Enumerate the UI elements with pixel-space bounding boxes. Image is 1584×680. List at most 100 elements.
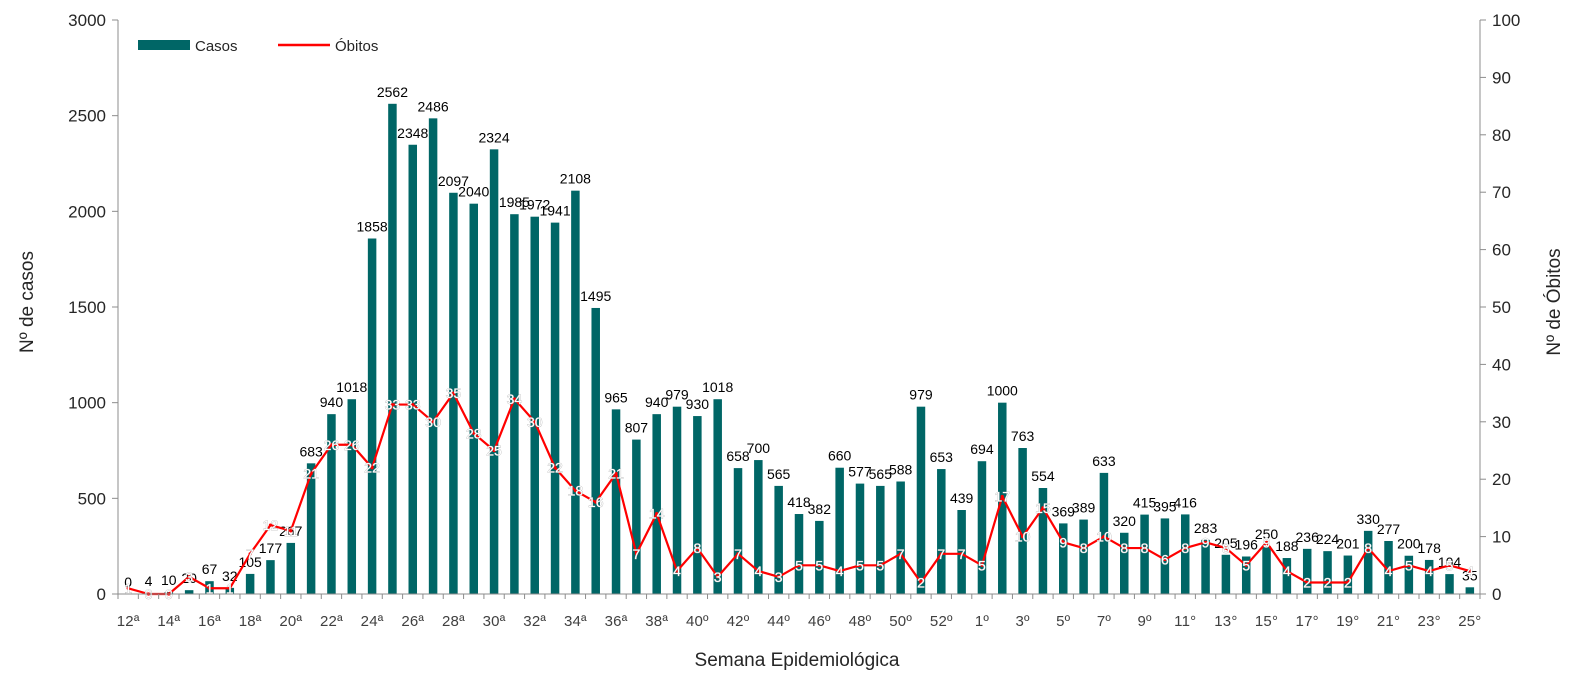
bar-label-casos-30: 658 (726, 448, 750, 464)
bar-casos-46 (1059, 523, 1068, 594)
y2-tick-label-4: 40 (1492, 355, 1511, 374)
point-label-obitos-32: 3 (775, 569, 783, 585)
bar-casos-12 (367, 238, 377, 594)
x-tick-label-1: 14ª (157, 613, 180, 630)
x-tick-label-25: 9º (1137, 613, 1152, 630)
x-tick-label-27: 13° (1214, 613, 1237, 630)
x-tick-label-2: 16ª (198, 613, 221, 630)
x-tick-label-22: 3º (1015, 613, 1030, 630)
bar-casos-65 (1445, 574, 1454, 594)
point-obitos-11 (350, 443, 354, 447)
bar-label-casos-22: 2108 (560, 171, 591, 187)
y-tick-label-2: 1000 (68, 394, 106, 413)
point-obitos-46 (1061, 540, 1065, 544)
point-obitos-21 (553, 466, 557, 470)
y-tick-label-4: 2000 (68, 202, 106, 221)
point-label-obitos-31: 4 (754, 563, 762, 579)
point-label-obitos-38: 7 (897, 546, 905, 562)
point-label-obitos-52: 8 (1181, 540, 1189, 556)
point-obitos-30 (736, 552, 740, 556)
bar-label-casos-45: 554 (1031, 468, 1055, 484)
bar-label-casos-55: 196 (1235, 537, 1259, 553)
point-label-obitos-42: 5 (978, 557, 986, 573)
bar-label-casos-16: 2097 (438, 173, 469, 189)
point-obitos-55 (1244, 563, 1248, 567)
point-label-obitos-29: 3 (714, 569, 722, 585)
bar-label-casos-43: 1000 (987, 383, 1018, 399)
bar-casos-62 (1384, 541, 1393, 594)
bar-label-casos-9: 683 (299, 443, 323, 459)
bar-label-casos-51: 395 (1153, 498, 1177, 514)
point-label-obitos-26: 14 (649, 506, 665, 522)
bar-casos-54 (1221, 554, 1231, 594)
point-obitos-42 (980, 563, 984, 567)
legend-swatch-casos (138, 40, 190, 50)
y-tick-label-6: 3000 (68, 11, 106, 30)
bar-casos-50 (1140, 514, 1149, 594)
point-label-obitos-28: 8 (693, 540, 701, 556)
point-label-obitos-41: 7 (958, 546, 966, 562)
point-obitos-5 (228, 586, 232, 590)
point-obitos-6 (248, 552, 252, 556)
point-label-obitos-63: 5 (1405, 557, 1413, 573)
bar-label-casos-35: 660 (828, 448, 852, 464)
point-obitos-32 (777, 575, 781, 579)
point-obitos-60 (1346, 580, 1350, 585)
bar-casos-20 (530, 216, 539, 594)
bar-casos-40 (937, 469, 946, 594)
x-tick-label-33: 25° (1458, 613, 1481, 630)
x-tick-label-15: 42º (727, 613, 750, 630)
point-label-obitos-56: 9 (1263, 534, 1271, 550)
bar-label-casos-56: 250 (1255, 526, 1279, 542)
bar-label-casos-31: 700 (747, 440, 771, 456)
point-label-obitos-24: 21 (608, 465, 624, 481)
x-tick-label-12: 36ª (605, 613, 628, 630)
bar-label-casos-23: 1495 (580, 288, 611, 304)
point-obitos-7 (268, 523, 273, 527)
bar-casos-52 (1180, 514, 1190, 594)
point-label-obitos-62: 4 (1385, 563, 1393, 579)
x-tick-label-24: 7º (1097, 613, 1112, 630)
bar-label-casos-1: 4 (145, 573, 153, 589)
bar-label-casos-25: 807 (625, 420, 649, 436)
bar-casos-15 (428, 118, 438, 594)
point-label-obitos-13: 33 (385, 397, 401, 413)
bar-casos-30 (733, 468, 743, 594)
point-obitos-29 (716, 575, 720, 579)
cases-data-labels: 0410206732105177267683940101818582562234… (124, 84, 1478, 590)
point-obitos-58 (1305, 580, 1309, 585)
bar-label-casos-60: 201 (1336, 536, 1360, 552)
bar-casos-11 (347, 399, 357, 594)
bar-label-casos-42: 694 (970, 441, 994, 457)
bar-label-casos-46: 369 (1052, 503, 1076, 519)
bar-label-casos-6: 105 (238, 554, 262, 570)
point-label-obitos-55: 5 (1242, 557, 1250, 573)
bar-casos-21 (550, 222, 560, 594)
bar-casos-10 (327, 414, 336, 594)
legend-label-casos: Casos (195, 38, 238, 55)
point-label-obitos-57: 4 (1283, 563, 1291, 579)
y2-tick-label-10: 100 (1492, 11, 1520, 30)
bar-casos-56 (1262, 546, 1271, 594)
bar-label-casos-29: 1018 (702, 379, 733, 395)
point-obitos-16 (451, 391, 456, 395)
point-obitos-63 (1407, 563, 1411, 567)
point-label-obitos-12: 22 (364, 460, 380, 476)
bar-casos-24 (611, 409, 621, 594)
point-label-obitos-64: 4 (1425, 563, 1433, 579)
y-tick-label-0: 0 (97, 585, 106, 604)
bar-label-casos-62: 277 (1377, 521, 1401, 537)
bar-casos-59 (1323, 551, 1332, 594)
bar-label-casos-18: 2324 (478, 129, 509, 145)
point-label-obitos-34: 5 (815, 557, 823, 573)
point-label-obitos-22: 18 (568, 483, 584, 499)
bar-label-casos-39: 979 (909, 387, 933, 403)
y-tick-label-5: 2500 (68, 107, 106, 126)
point-label-obitos-19: 34 (507, 391, 523, 407)
bar-casos-38 (896, 481, 905, 594)
point-label-obitos-25: 7 (632, 546, 640, 562)
x-tick-label-31: 21° (1377, 613, 1400, 630)
point-obitos-48 (1102, 535, 1106, 539)
axes: 0500100015002000250030000102030405060708… (68, 11, 1520, 630)
